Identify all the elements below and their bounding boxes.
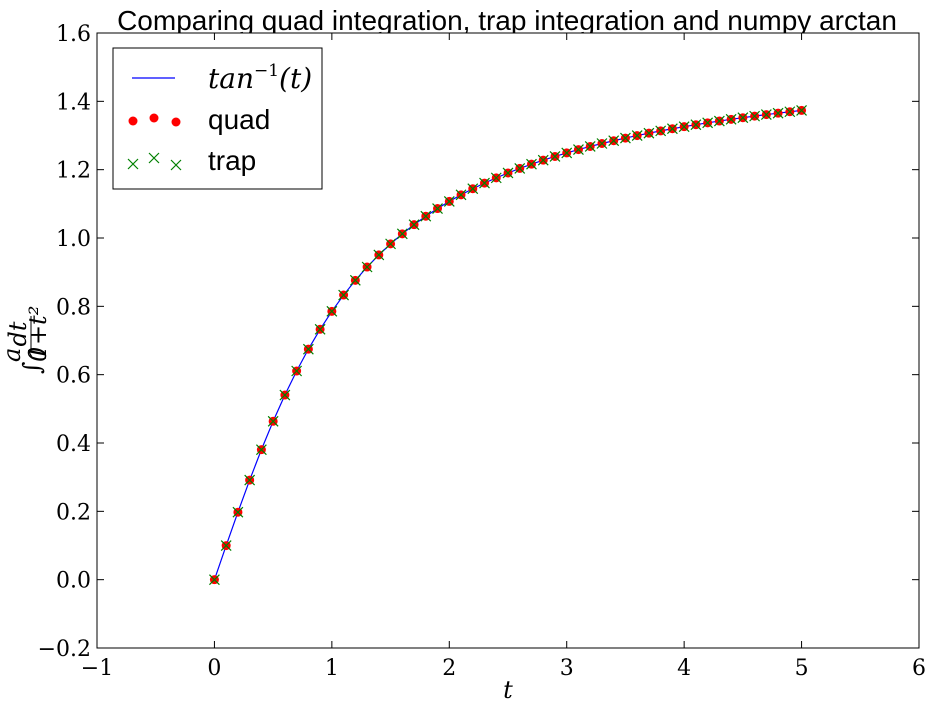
legend-trap-marker-2 <box>148 152 160 164</box>
trap-point <box>537 154 549 166</box>
legend-quad-label: quad <box>208 104 270 135</box>
trap-point <box>655 125 667 137</box>
trap-point <box>502 167 514 179</box>
y-tick-label: 0.8 <box>56 295 91 320</box>
trap-point <box>666 123 678 135</box>
trap-point <box>349 274 361 286</box>
plot-frame <box>96 32 920 649</box>
x-tick-label: 0 <box>207 656 221 681</box>
y-axis-label: ∫ 0 a dt 1+t² <box>0 306 52 374</box>
x-axis-label: t <box>503 676 513 704</box>
trap-point <box>631 130 643 141</box>
y-tick-label: 0.6 <box>56 364 91 389</box>
trap-point <box>526 158 537 170</box>
y-tick-label: 1.4 <box>56 90 91 115</box>
trap-point <box>291 365 303 377</box>
legend: tan−1(t) quad trap <box>112 47 323 190</box>
legend-quad-marker-2 <box>149 113 159 123</box>
trap-point <box>443 195 455 207</box>
chart-title: Comparing quad integration, trap integra… <box>117 5 897 36</box>
trap-point <box>220 540 232 552</box>
trap-point <box>584 141 596 152</box>
legend-quad-marker-3 <box>171 117 181 127</box>
trap-point <box>573 144 584 156</box>
y-tick-label: −0.2 <box>38 637 91 662</box>
legend-arctan-label: tan−1(t) <box>208 61 312 95</box>
trap-point <box>620 132 631 144</box>
trap-point <box>760 109 772 121</box>
x-tick-label: 1 <box>325 656 339 681</box>
trap-point <box>385 238 396 250</box>
trap-point <box>596 138 608 149</box>
trap-point <box>690 119 702 131</box>
trap-point <box>549 151 561 162</box>
trap-point <box>408 219 420 231</box>
trap-point <box>749 110 761 122</box>
y-tick-label: 0.4 <box>56 432 91 457</box>
y-tick-label: 1.6 <box>56 22 91 47</box>
legend-trap-marker-1 <box>127 158 139 170</box>
trap-point <box>209 574 220 586</box>
trap-point <box>279 389 291 401</box>
legend-quad-marker-1 <box>128 116 138 126</box>
trap-point <box>725 113 737 125</box>
trap-point <box>361 261 373 273</box>
trap-point <box>455 189 467 201</box>
x-tick-label: 6 <box>912 656 926 681</box>
y-tick-label: 1.0 <box>56 227 91 252</box>
x-tick-label: 4 <box>677 656 691 681</box>
trap-point <box>255 444 267 456</box>
y-axis-denominator: 1+t² <box>24 306 52 361</box>
legend-box <box>112 47 323 190</box>
y-tick-label: 0.2 <box>56 500 91 525</box>
trap-point <box>784 106 796 118</box>
axis-ticks: −1 0 1 2 3 4 5 6 −0.2 0.0 0.2 0.4 0.6 0.8 1.0 1.2 1.4 1.6 <box>38 22 926 681</box>
trap-point <box>373 249 385 261</box>
trap-point <box>678 121 690 133</box>
trap-point <box>432 203 443 214</box>
trap-point <box>608 135 620 147</box>
trap-point <box>338 289 350 301</box>
y-axis-lower-limit: 0 <box>24 347 52 362</box>
trap-point <box>302 343 314 355</box>
trap-point <box>643 127 655 139</box>
trap-point <box>267 415 279 427</box>
trap-point <box>490 172 502 184</box>
trap-point <box>314 323 326 335</box>
trap-point <box>396 228 408 240</box>
trap-point <box>467 183 479 195</box>
x-tick-label: 3 <box>560 656 574 681</box>
data-layer <box>209 104 807 586</box>
trap-point <box>420 210 432 222</box>
trap-point <box>232 506 244 518</box>
legend-trap-markers <box>127 152 182 171</box>
x-tick-label: 2 <box>442 656 456 681</box>
y-tick-label: 1.2 <box>56 159 91 184</box>
legend-trap-marker-3 <box>170 159 182 171</box>
trap-point <box>702 117 714 129</box>
trap-point <box>514 163 526 174</box>
y-axis-integral-symbol: ∫ <box>18 361 46 374</box>
trap-point <box>326 305 338 317</box>
trap-point <box>713 115 725 127</box>
trap-point <box>479 177 490 189</box>
x-tick-label: −1 <box>81 656 113 681</box>
legend-trap-label: trap <box>208 145 256 176</box>
y-axis-upper-limit: a <box>0 348 26 362</box>
trap-point <box>772 107 784 119</box>
y-tick-label: 0.0 <box>56 569 91 594</box>
trap-point <box>737 112 749 124</box>
trap-point <box>244 474 256 486</box>
trap-point <box>561 147 573 159</box>
x-tick-label: 5 <box>795 656 809 681</box>
y-axis-numerator: dt <box>4 321 32 346</box>
trap-point <box>796 104 807 116</box>
